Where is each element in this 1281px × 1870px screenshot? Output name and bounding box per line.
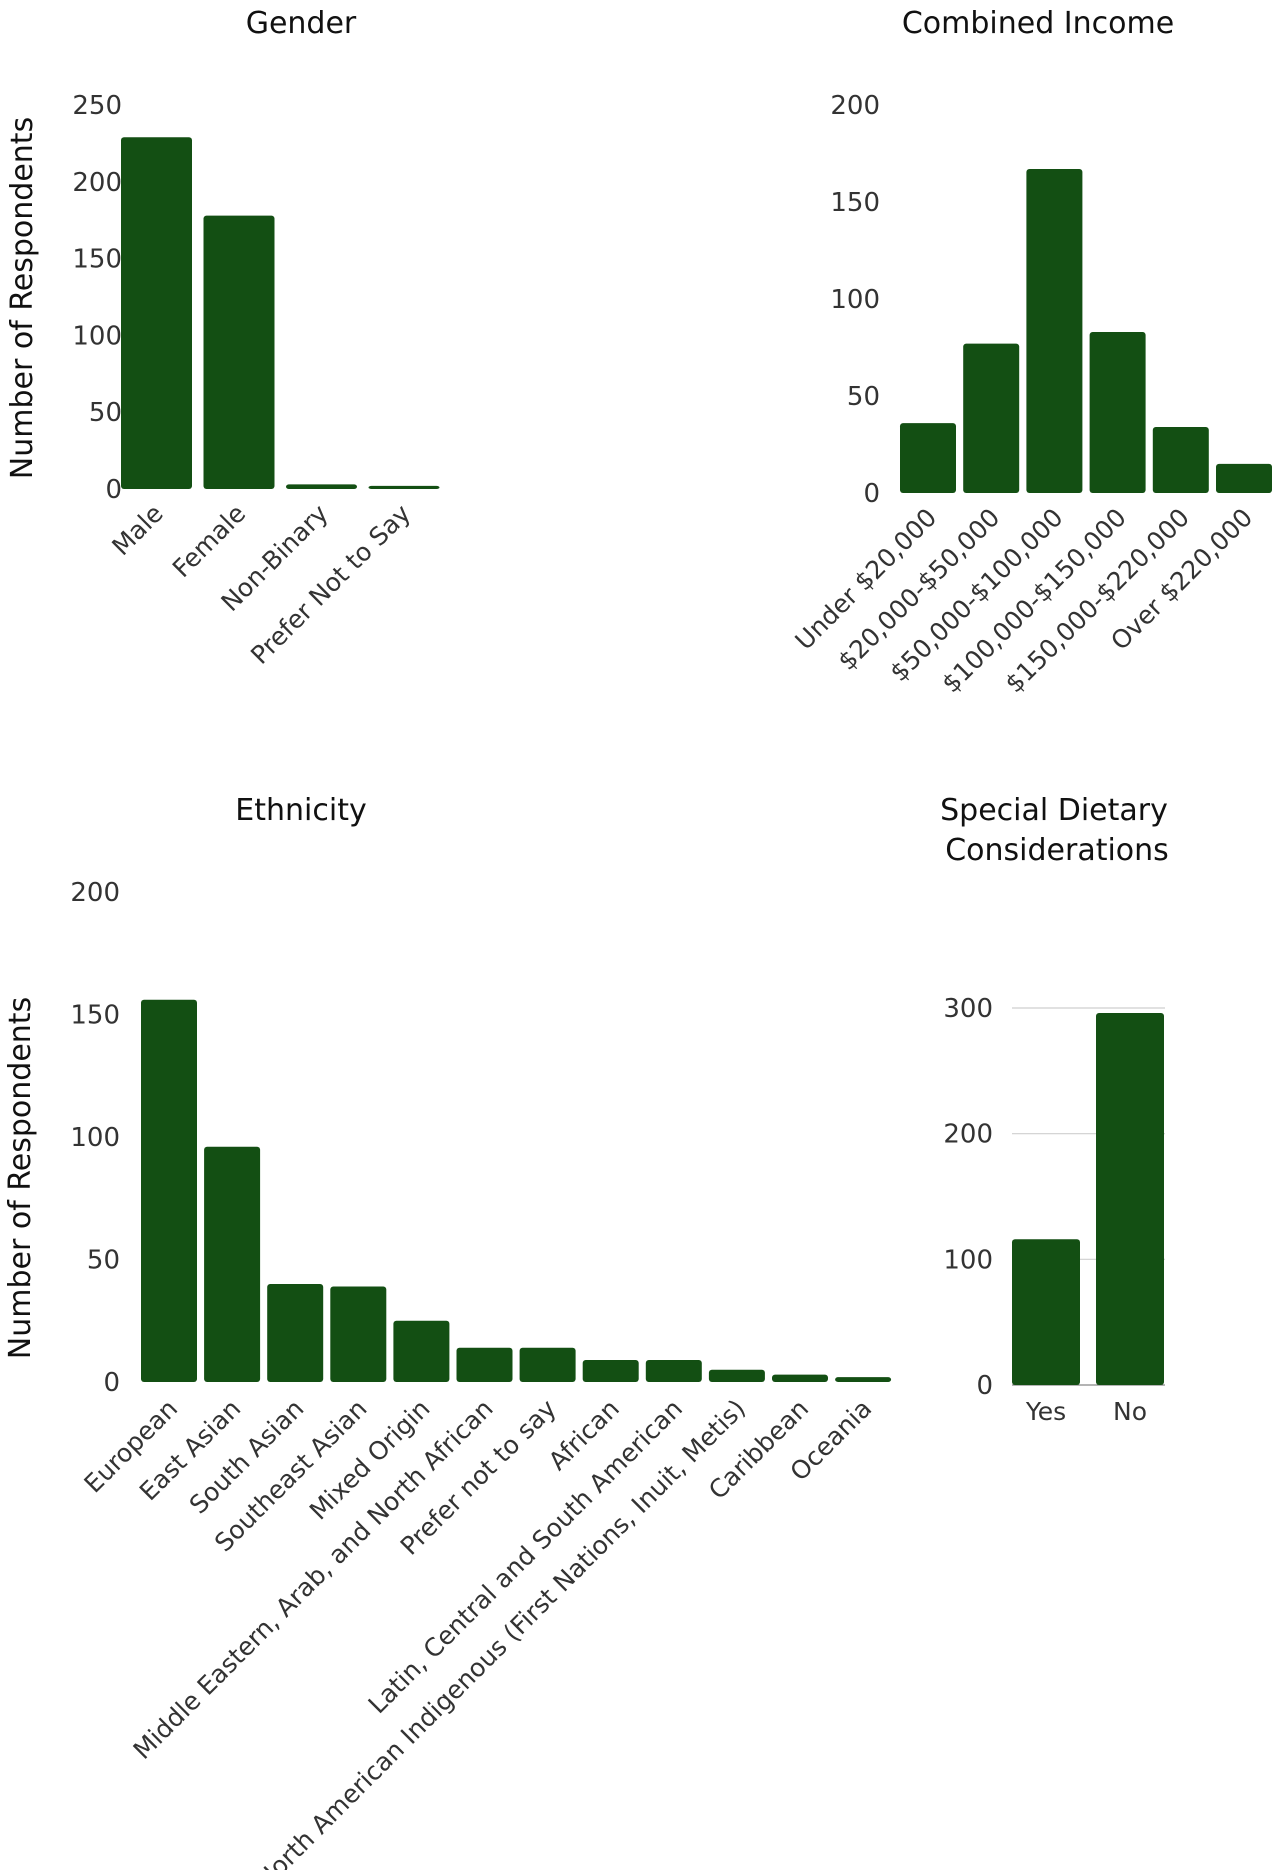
chart-title: Ethnicity xyxy=(235,793,366,828)
bar xyxy=(1152,427,1209,493)
bar xyxy=(1089,331,1146,493)
y-tick-label: 0 xyxy=(976,1371,993,1401)
y-tick-label: 200 xyxy=(72,168,122,198)
bar xyxy=(267,1284,324,1382)
chart-dietary: Special Dietary Considerations 0 100 200 30… xyxy=(940,793,1169,1426)
bar xyxy=(1012,1239,1080,1385)
bar xyxy=(1096,1013,1164,1385)
y-tick-label: 200 xyxy=(830,91,880,121)
chart-title: Combined Income xyxy=(902,6,1174,41)
category-label: Yes xyxy=(1025,1397,1066,1426)
chart-title-line-1: Special Dietary xyxy=(940,793,1168,828)
bar xyxy=(121,137,192,490)
bar xyxy=(645,1359,702,1382)
bar xyxy=(963,343,1020,493)
y-tick-label: 0 xyxy=(103,1368,120,1398)
y-tick-label: 250 xyxy=(72,91,122,121)
bar xyxy=(519,1347,576,1382)
bar xyxy=(1216,463,1272,493)
bar xyxy=(708,1369,765,1382)
bar xyxy=(368,485,440,489)
category-label: Female xyxy=(167,499,251,583)
y-tick-label: 100 xyxy=(943,1245,993,1275)
bar xyxy=(582,1359,639,1382)
category-label: No xyxy=(1113,1397,1147,1426)
chart-ethnicity: Ethnicity Number of Respondents 0 50 100 15… xyxy=(3,793,892,1870)
y-axis-label: Number of Respondents xyxy=(5,117,40,479)
bar xyxy=(141,999,197,1382)
bar xyxy=(1026,169,1083,493)
bar xyxy=(203,215,275,490)
y-tick-label: 300 xyxy=(943,994,993,1024)
y-axis-label: Number of Respondents xyxy=(3,997,38,1359)
category-label: Male xyxy=(106,499,168,561)
y-tick-label: 100 xyxy=(70,1123,120,1153)
bar xyxy=(772,1374,828,1382)
bar xyxy=(204,1146,261,1382)
y-tick-label: 50 xyxy=(847,382,880,412)
bar xyxy=(456,1347,513,1382)
y-tick-label: 0 xyxy=(863,479,880,509)
y-tick-label: 200 xyxy=(70,878,120,908)
y-tick-label: 100 xyxy=(72,321,122,351)
bar xyxy=(330,1286,387,1382)
y-tick-label: 150 xyxy=(70,1001,120,1031)
category-label: Prefer Not to Say xyxy=(245,499,416,670)
bar xyxy=(835,1377,892,1382)
y-tick-label: 150 xyxy=(830,188,880,218)
y-tick-label: 150 xyxy=(72,245,122,275)
y-tick-label: 50 xyxy=(87,1246,120,1276)
bar xyxy=(900,423,956,493)
y-tick-label: 0 xyxy=(105,475,122,505)
y-tick-label: 200 xyxy=(943,1120,993,1150)
chart-gender: Gender Number of Respondents 0 50 100 150 20… xyxy=(5,6,440,670)
chart-title-line-2: Considerations xyxy=(945,833,1169,868)
y-tick-label: 50 xyxy=(89,398,122,428)
bar xyxy=(286,484,357,489)
chart-title: Gender xyxy=(246,6,357,41)
y-tick-label: 100 xyxy=(830,285,880,315)
bar xyxy=(393,1320,450,1382)
